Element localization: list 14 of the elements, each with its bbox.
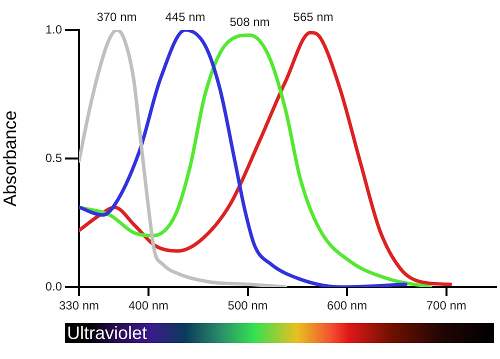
y-tick-label: 0.0 [45, 279, 62, 294]
x-tick-label: 400 nm [128, 298, 169, 313]
x-tick-label: 600 nm [327, 298, 368, 313]
x-tick-label: 700 nm [426, 298, 466, 313]
annotation: 508 nm [230, 15, 270, 30]
x-tick-label: 330 nm [58, 298, 100, 313]
y-tick-label: 1.0 [45, 22, 62, 36]
annotation: 445 nm [165, 10, 206, 24]
y-tick-label: 0.5 [45, 150, 62, 165]
annotation: 565 nm [293, 10, 334, 24]
y-axis-title: Absorbance [0, 110, 20, 207]
annotation: 370 nm [96, 10, 137, 24]
spectrum-strip: Ultraviolet [65, 323, 494, 343]
x-tick-label: 500 nm [228, 298, 268, 313]
